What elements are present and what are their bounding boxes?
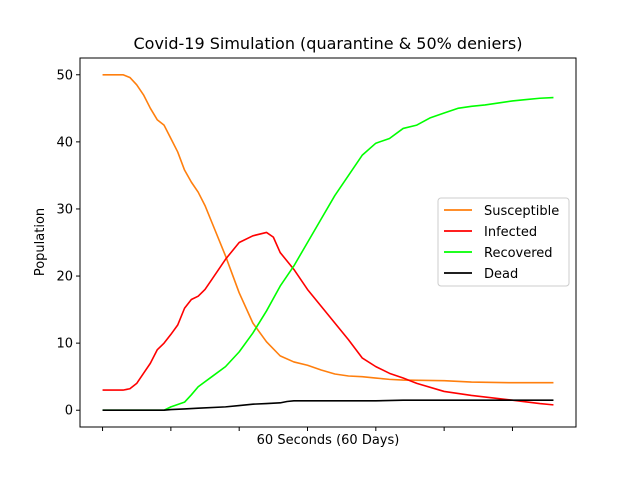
legend-label-infected: Infected: [484, 225, 537, 240]
y-tick-label: 40: [56, 135, 73, 150]
y-tick-label: 30: [56, 202, 73, 217]
legend-label-susceptible: Susceptible: [484, 204, 559, 219]
y-tick-label: 0: [65, 404, 73, 419]
series-line-dead: [102, 399, 554, 412]
plot-area: [102, 73, 554, 412]
legend: Susceptible Infected Recovered Dead: [437, 197, 570, 287]
legend-label-recovered: Recovered: [484, 246, 553, 261]
axes-frame: [79, 57, 577, 428]
series-line-recovered: [102, 96, 554, 412]
y-tick-label: 50: [56, 68, 73, 83]
y-axis: 0 10 20 30 40 50: [56, 68, 80, 419]
y-tick-label: 10: [56, 337, 73, 352]
series-line-infected: [102, 231, 554, 406]
y-tick-label: 20: [56, 270, 73, 285]
legend-label-dead: Dead: [484, 267, 518, 282]
chart-title: Covid-19 Simulation (quarantine & 50% de…: [133, 34, 522, 53]
y-axis-label: Population: [33, 208, 48, 276]
series-line-susceptible: [102, 73, 554, 384]
legend-box: [437, 197, 570, 287]
x-axis-label: 60 Seconds (60 Days): [257, 433, 400, 448]
x-axis: [102, 427, 513, 431]
